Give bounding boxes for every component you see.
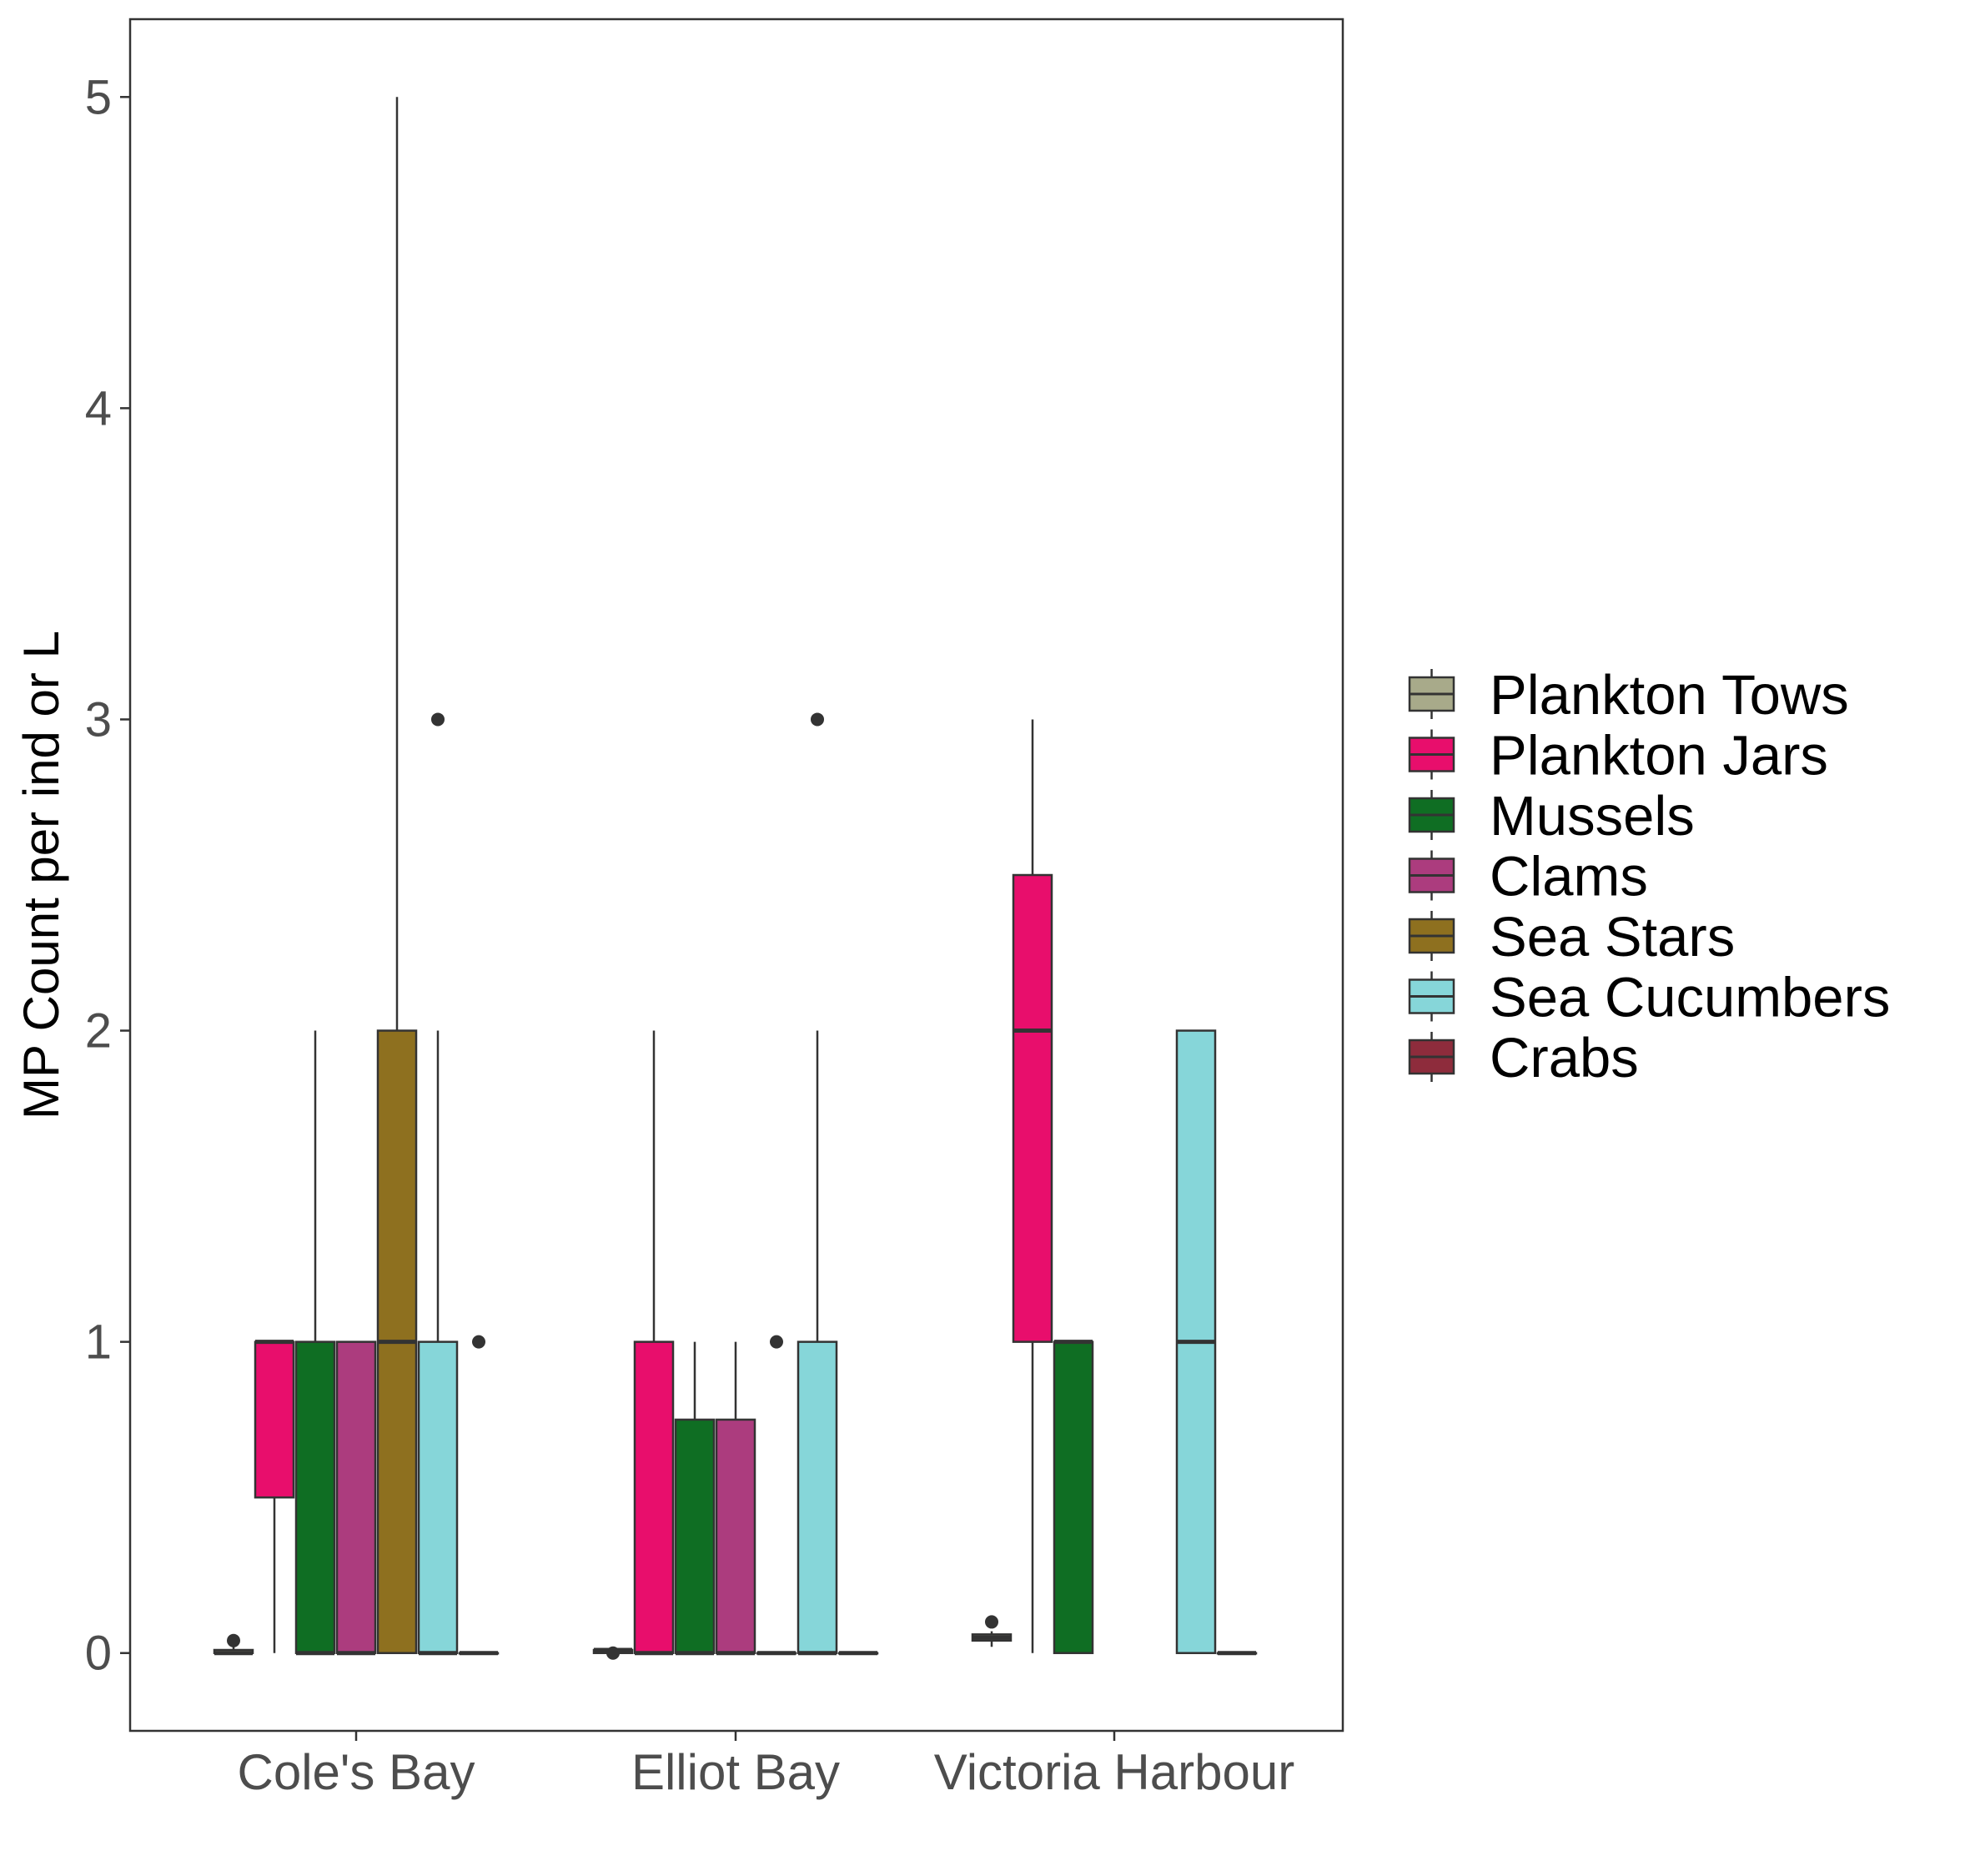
boxplot [1175,1029,1217,1654]
legend-label: Plankton Jars [1490,725,1828,787]
boxplot [254,1340,295,1653]
legend-label: Sea Cucumbers [1490,967,1890,1029]
boxplot [592,1646,634,1660]
series-clams [335,1340,756,1656]
legend-label: Plankton Tows [1490,664,1849,727]
y-tick-label: 1 [85,1315,112,1370]
y-tick-label: 3 [85,692,112,747]
legend-item: Sea Cucumbers [1408,967,1890,1029]
box [254,1340,295,1499]
boxplot [837,1651,879,1656]
legend-item: Plankton Tows [1408,664,1849,727]
outlier-point [431,712,445,727]
y-axis: 0 1 2 3 4 5 [85,70,130,1681]
box [335,1340,377,1654]
legend-item: Sea Stars [1408,906,1735,968]
legend-label: Mussels [1490,785,1695,847]
box [1053,1340,1094,1654]
box [797,1340,838,1654]
box [633,1340,675,1654]
legend-item: Clams [1408,846,1648,908]
series-sea-cucumbers [417,712,1217,1656]
boxplot [971,1615,1013,1647]
legend-label: Sea Stars [1490,906,1735,968]
y-axis-title: MP Count per ind or L [13,631,69,1119]
outlier-point [985,1615,998,1629]
legend-item: Crabs [1408,1027,1639,1089]
box [1012,873,1053,1343]
boxplot [417,712,459,1656]
boxplot [213,1633,254,1656]
boxplot [294,1030,336,1656]
box [715,1418,756,1654]
legend-item: Mussels [1408,785,1695,847]
y-tick-label: 0 [85,1627,112,1681]
boxplot [674,1341,716,1656]
outlier-point [472,1335,485,1349]
boxplot [715,1341,756,1656]
legend-label: Crabs [1490,1027,1639,1089]
legend-item: Plankton Jars [1408,725,1828,787]
y-tick-label: 5 [85,70,112,124]
series-sea-stars [376,97,797,1656]
outlier-point [770,1335,783,1349]
outlier-point [606,1646,620,1660]
x-tick-label: Cole's Bay [238,1744,475,1800]
x-tick-label: Victoria Harbour [934,1744,1294,1800]
boxplot [633,1030,675,1656]
boxplot [376,97,418,1654]
boxplot [797,712,838,1656]
box [674,1418,716,1654]
series-plankton-jars [254,719,1053,1656]
boxplot [1216,1651,1258,1656]
boxplot [335,1340,377,1656]
boxplot [1012,719,1053,1653]
outlier-point [227,1633,240,1647]
y-tick-label: 4 [85,381,112,435]
x-tick-label: Elliot Bay [631,1744,840,1800]
boxplot [1053,1340,1094,1654]
series-plankton-tows [213,1615,1013,1660]
series-crabs [458,1335,1258,1656]
box [417,1340,459,1654]
boxplot [458,1335,500,1656]
box [294,1340,336,1654]
boxplot [756,1335,797,1656]
x-axis: Cole's Bay Elliot Bay Victoria Harbour [238,1731,1294,1800]
plot-layer [213,97,1258,1660]
y-tick-label: 2 [85,1004,112,1059]
legend-label: Clams [1490,846,1648,908]
series-mussels [294,1030,1094,1656]
outlier-point [811,712,824,727]
